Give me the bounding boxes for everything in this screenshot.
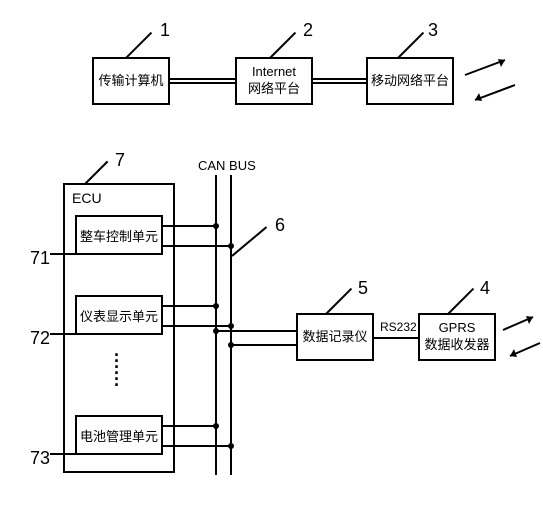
rs232-label: RS232 xyxy=(380,320,417,334)
num-1: 1 xyxy=(160,20,170,41)
dot-u2-bot xyxy=(228,323,234,329)
leader-6 xyxy=(231,226,267,256)
unit-battery-mgmt: 电池管理单元 xyxy=(75,415,163,455)
leader-7 xyxy=(84,161,108,185)
stub-u3-top xyxy=(163,425,217,427)
box3-label: 移动网络平台 xyxy=(371,73,449,90)
leader-72 xyxy=(50,333,75,335)
unit2-label: 仪表显示单元 xyxy=(80,306,158,325)
leader-2 xyxy=(269,32,296,59)
wireless-arrows-top xyxy=(460,55,520,105)
leader-71 xyxy=(50,253,75,255)
dot-u3-top xyxy=(213,423,219,429)
dot-u1-bot xyxy=(228,243,234,249)
leader-4 xyxy=(447,288,474,315)
dot-u1-top xyxy=(213,223,219,229)
num-7: 7 xyxy=(115,150,125,171)
leader-1 xyxy=(125,32,152,59)
connector-1-2 xyxy=(170,78,235,84)
box-internet-platform: Internet 网络平台 xyxy=(235,57,313,105)
box-data-recorder: 数据记录仪 xyxy=(296,313,374,361)
stub-u2-bot xyxy=(163,325,232,327)
num-2: 2 xyxy=(303,20,313,41)
box5-label: 数据记录仪 xyxy=(302,329,367,346)
vertical-dots: ······ xyxy=(114,352,120,388)
unit-display: 仪表显示单元 xyxy=(75,295,163,335)
unit3-label: 电池管理单元 xyxy=(80,426,158,445)
unit1-label: 整车控制单元 xyxy=(80,226,158,245)
num-72: 72 xyxy=(30,328,50,349)
num-3: 3 xyxy=(428,20,438,41)
box4-label: GPRS 数据收发器 xyxy=(424,320,489,354)
unit-vehicle-control: 整车控制单元 xyxy=(75,215,163,255)
box1-label: 传输计算机 xyxy=(98,73,163,90)
num-71: 71 xyxy=(30,248,50,269)
bus-to-5-top xyxy=(217,330,296,332)
leader-73 xyxy=(50,453,75,455)
ecu-title: ECU xyxy=(72,190,102,206)
num-6: 6 xyxy=(275,215,285,236)
dot-bus5-top xyxy=(213,328,219,334)
num-5: 5 xyxy=(358,278,368,299)
leader-5 xyxy=(325,288,352,315)
canbus-label: CAN BUS xyxy=(198,158,256,173)
box2-label: Internet 网络平台 xyxy=(248,64,300,98)
dot-u2-top xyxy=(213,303,219,309)
leader-3 xyxy=(397,32,424,59)
connector-5-4 xyxy=(374,337,418,339)
bus-to-5-bot xyxy=(232,344,296,346)
num-73: 73 xyxy=(30,448,50,469)
stub-u1-top xyxy=(163,225,217,227)
stub-u2-top xyxy=(163,305,217,307)
stub-u1-bot xyxy=(163,245,232,247)
connector-2-3 xyxy=(313,78,366,84)
box-transmission-computer: 传输计算机 xyxy=(92,57,170,105)
stub-u3-bot xyxy=(163,445,232,447)
box-gprs-transceiver: GPRS 数据收发器 xyxy=(418,313,496,361)
dot-bus5-bot xyxy=(228,342,234,348)
wireless-arrows-bottom xyxy=(500,312,542,362)
num-4: 4 xyxy=(480,278,490,299)
box-mobile-platform: 移动网络平台 xyxy=(366,57,454,105)
dot-u3-bot xyxy=(228,443,234,449)
